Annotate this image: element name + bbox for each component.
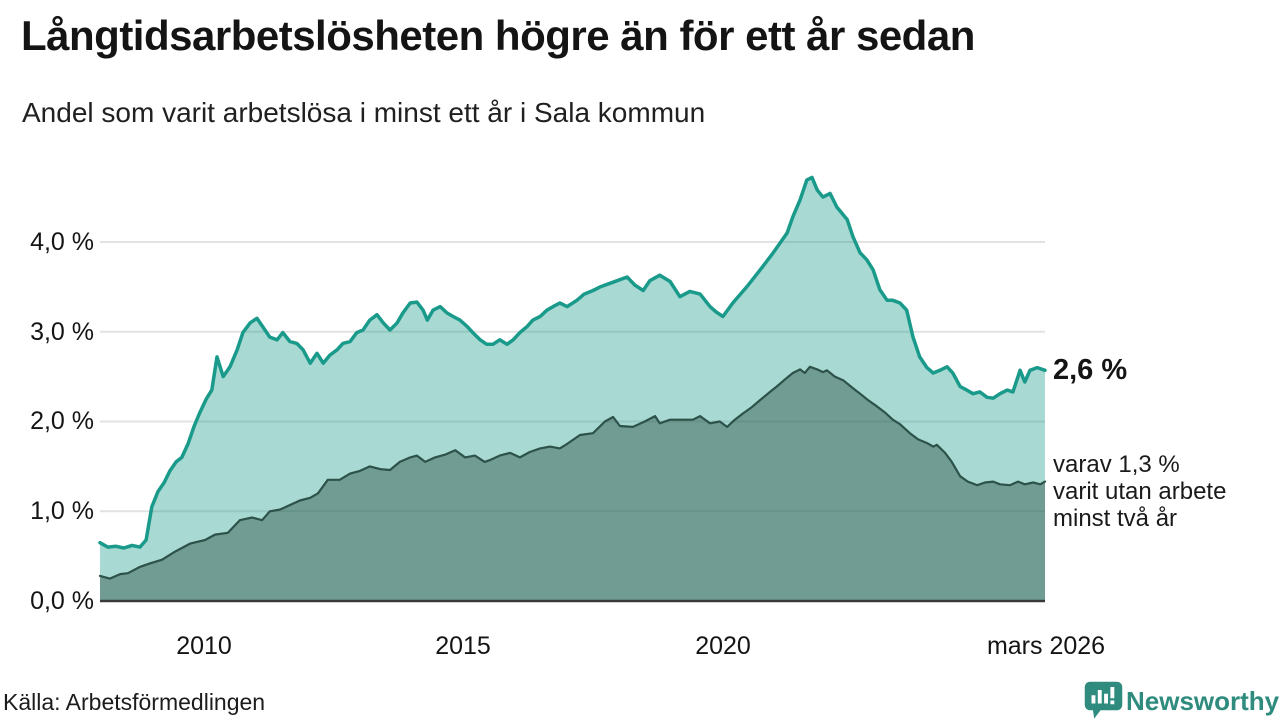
newsworthy-wordmark: Newsworthy <box>1126 686 1280 716</box>
y-tick-label-2: 2,0 % <box>30 407 94 435</box>
y-tick-label-3: 3,0 % <box>30 318 94 346</box>
sub-annotation-line-1: varav 1,3 % <box>1053 451 1180 478</box>
series-area-0 <box>100 177 1045 601</box>
x-tick-label-2010: 2010 <box>176 632 232 660</box>
x-tick-label-mars-2026: mars 2026 <box>986 632 1106 660</box>
series-area-1 <box>100 366 1045 601</box>
x-tick-label-2015: 2015 <box>435 632 491 660</box>
sub-annotation-line-2: varit utan arbete <box>1053 478 1227 505</box>
newsworthy-bubble-chart-icon <box>1084 681 1123 719</box>
page-title: Långtidsarbetslösheten högre än för ett … <box>21 12 975 59</box>
page-subtitle: Andel som varit arbetslösa i minst ett å… <box>22 97 706 128</box>
y-tick-label-0: 0,0 % <box>30 587 94 615</box>
x-tick-label-2020: 2020 <box>695 632 751 660</box>
sub-annotation-line-3: minst två år <box>1053 505 1178 532</box>
source-credit: Källa: Arbetsförmedlingen <box>3 689 266 715</box>
y-tick-label-4: 4,0 % <box>30 228 94 256</box>
series-line-0 <box>98 175 1047 550</box>
series-line-1 <box>98 365 1047 580</box>
end-value-annotation: 2,6 % <box>1053 354 1128 386</box>
sub-series-annotation: varav 1,3 % varit utan arbete minst två … <box>1053 451 1226 532</box>
newsworthy-logo: Newsworthy <box>1084 681 1280 720</box>
y-tick-label-1: 1,0 % <box>30 497 94 525</box>
